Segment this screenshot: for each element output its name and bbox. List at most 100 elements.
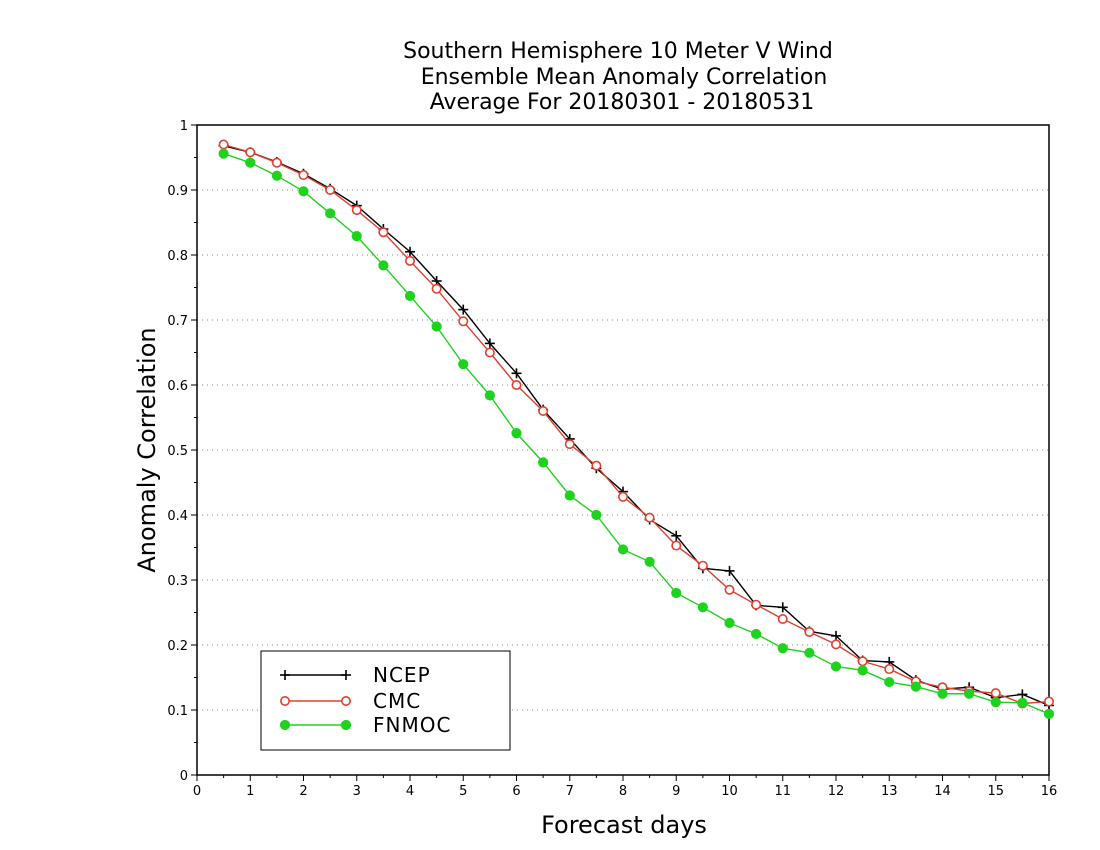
chart-title: Southern Hemisphere 10 Meter V Wind Ense…	[403, 39, 833, 115]
data-point-ncep	[405, 246, 415, 257]
data-point-fnmoc	[351, 231, 362, 242]
series-line-ncep	[223, 145, 1050, 707]
x-tick-label: 0	[193, 784, 201, 799]
legend-marker-ncep	[280, 670, 290, 680]
data-point-ncep	[777, 602, 788, 613]
x-tick-label: 12	[828, 784, 845, 799]
data-point-fnmoc	[564, 490, 575, 501]
x-tick-label: 14	[934, 784, 951, 799]
y-tick-label: 0.1	[167, 704, 188, 719]
data-point-cmc	[1044, 696, 1055, 707]
legend-marker-fnmoc	[279, 719, 291, 731]
data-point-ncep	[671, 530, 682, 541]
data-point-ncep	[831, 630, 841, 641]
legend-entry-ncep: NCEP	[280, 663, 431, 687]
data-point-fnmoc	[591, 509, 602, 521]
y-tick-label: 0.8	[167, 249, 188, 264]
data-point-fnmoc	[910, 681, 921, 692]
data-point-cmc	[511, 379, 522, 390]
y-tick-label: 0.5	[167, 444, 188, 459]
data-point-fnmoc	[245, 157, 256, 168]
data-point-cmc	[830, 639, 841, 650]
y-tick-label: 1	[180, 119, 188, 134]
x-tick-label: 16	[1041, 784, 1058, 799]
legend-label-cmc: CMC	[373, 689, 421, 713]
x-tick-label: 8	[619, 784, 627, 799]
data-point-fnmoc	[378, 260, 389, 271]
y-axis-ticks: 0 0.1 0.2 0.3 0.4 0.5 0.6 0.7 0.8 0.9 1	[167, 119, 197, 784]
y-tick-label: 0.3	[167, 574, 188, 589]
legend-entry-fnmoc: FNMOC	[279, 713, 451, 737]
legend-box	[260, 650, 511, 751]
x-tick-label: 1	[246, 784, 254, 799]
data-point-fnmoc	[751, 628, 762, 640]
data-point-cmc	[724, 584, 735, 595]
chart-title-line-3: Average For 20180301 - 20180531	[430, 90, 815, 115]
data-point-ncep	[458, 304, 469, 315]
x-tick-label: 13	[881, 784, 898, 799]
legend-label-fnmoc: FNMOC	[373, 713, 451, 737]
legend-marker-cmc	[340, 695, 351, 706]
x-tick-label: 6	[512, 784, 520, 799]
x-tick-label: 11	[774, 784, 791, 799]
data-point-cmc	[697, 560, 708, 571]
data-point-fnmoc	[857, 665, 868, 676]
series-cmc	[218, 139, 1055, 709]
chart-title-line-1: Southern Hemisphere 10 Meter V Wind	[403, 39, 833, 64]
data-point-fnmoc	[325, 208, 336, 219]
data-point-fnmoc	[964, 688, 975, 699]
x-axis-label: Forecast days	[541, 811, 707, 839]
data-point-cmc	[644, 512, 655, 523]
data-point-cmc	[884, 664, 895, 675]
data-point-fnmoc	[1043, 708, 1055, 720]
data-point-cmc	[538, 405, 549, 416]
data-point-fnmoc	[458, 359, 469, 370]
data-point-cmc	[404, 255, 415, 266]
data-point-fnmoc	[511, 428, 522, 439]
data-point-fnmoc	[884, 676, 895, 688]
data-point-fnmoc	[697, 602, 708, 613]
data-point-fnmoc	[404, 290, 416, 302]
data-point-cmc	[484, 347, 495, 358]
y-tick-label: 0.9	[167, 184, 188, 199]
data-point-fnmoc	[271, 170, 282, 181]
x-tick-label: 7	[566, 784, 574, 799]
data-point-cmc	[804, 626, 815, 637]
x-tick-label: 2	[299, 784, 307, 799]
y-tick-label: 0.4	[167, 509, 188, 524]
chart-title-line-2: Ensemble Mean Anomaly Correlation	[421, 65, 828, 90]
grid-lines	[197, 189, 1049, 711]
data-point-cmc	[325, 185, 336, 196]
data-point-cmc	[564, 439, 575, 450]
data-point-fnmoc	[777, 643, 788, 654]
y-tick-label: 0.7	[167, 314, 188, 329]
legend-marker-fnmoc	[340, 719, 352, 731]
legend-label-ncep: NCEP	[373, 663, 431, 687]
data-point-ncep	[484, 338, 495, 349]
x-tick-label: 9	[672, 784, 680, 799]
data-point-cmc	[431, 283, 442, 294]
data-point-cmc	[351, 205, 362, 216]
data-point-cmc	[777, 613, 788, 624]
data-point-cmc	[990, 688, 1001, 699]
series-ncep	[218, 140, 1054, 711]
data-point-fnmoc	[990, 697, 1001, 708]
x-axis-ticks: 0 1 2 3 4 5 6 7 8 9 10 11 12 13 14 15 16	[193, 775, 1057, 799]
data-point-fnmoc	[937, 688, 948, 699]
x-tick-label: 5	[459, 784, 467, 799]
data-point-fnmoc	[538, 457, 549, 468]
data-point-fnmoc	[431, 321, 442, 332]
data-point-cmc	[458, 316, 469, 327]
legend-entry-cmc: CMC	[279, 689, 421, 713]
data-point-ncep	[724, 565, 735, 576]
data-point-cmc	[298, 170, 309, 181]
data-point-ncep	[1017, 689, 1028, 700]
y-axis-label: Anomaly Correlation	[133, 327, 161, 572]
x-tick-label: 15	[987, 784, 1004, 799]
data-point-fnmoc	[1017, 697, 1028, 708]
x-tick-label: 4	[406, 784, 414, 799]
data-point-fnmoc	[484, 390, 495, 401]
x-tick-label: 10	[721, 784, 738, 799]
